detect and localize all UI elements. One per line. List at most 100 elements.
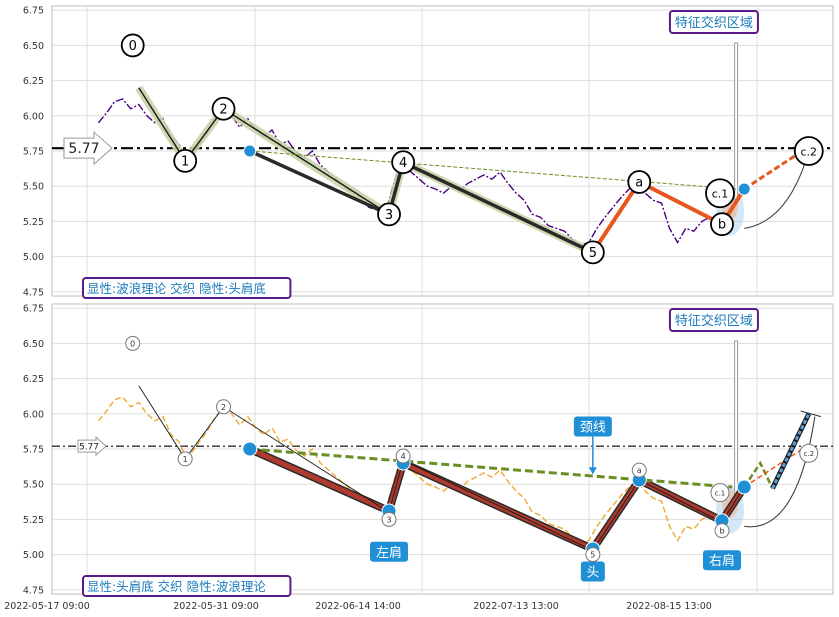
pivot-dot [242, 441, 258, 457]
wave-label: a [637, 466, 642, 475]
wave-label: 3 [385, 208, 393, 223]
pivot-dot [736, 479, 752, 495]
wave-label: 1 [181, 154, 189, 169]
reference-label: 5.77 [79, 443, 99, 453]
wave-label: a [635, 175, 643, 190]
wave-marker [125, 335, 141, 351]
x-tick-label: 2022-06-14 14:00 [315, 601, 401, 612]
x-tick-label: 2022-07-13 13:00 [473, 601, 559, 612]
y-tick-label: 5.75 [23, 445, 44, 456]
wave-marker [585, 547, 601, 563]
forecast-arc [744, 416, 816, 528]
wave-marker [177, 451, 193, 467]
pivot-dot [737, 182, 751, 196]
wave-marker [710, 483, 730, 503]
y-tick-label: 4.75 [23, 585, 44, 596]
breakout-line [743, 460, 774, 489]
y-tick-label: 5.75 [23, 147, 44, 158]
wave-label: b [719, 527, 724, 536]
head-label-box [580, 561, 605, 582]
wave-label: c.2 [801, 146, 818, 159]
y-tick-label: 6.25 [23, 374, 44, 385]
wave-marker [216, 399, 232, 415]
wave-label: 5 [590, 551, 595, 560]
reference-label: 5.77 [68, 141, 99, 157]
y-tick-label: 5.00 [23, 550, 44, 561]
left-shoulder-label: 左肩 [376, 545, 402, 561]
wave-label: 2 [221, 403, 226, 412]
wave-label: 0 [130, 339, 135, 348]
wave-label: 2 [219, 102, 227, 117]
wave-label: 5 [589, 246, 597, 261]
wave-marker [391, 150, 416, 175]
neckline-label: 颈线 [580, 420, 606, 435]
neckline-label-box [573, 416, 612, 437]
zone-pointer [734, 42, 739, 201]
y-tick-label: 6.75 [23, 6, 44, 17]
reference-arrow [77, 436, 107, 457]
head-shoulder-line [249, 149, 594, 254]
y-tick-label: 5.50 [23, 480, 44, 491]
wave-label: 1 [183, 455, 188, 464]
wave-marker [627, 170, 652, 194]
x-tick-label: 2022-05-31 09:00 [173, 601, 259, 612]
y-tick-label: 5.25 [23, 515, 44, 526]
wave-marker [173, 148, 198, 173]
caption-box [82, 277, 292, 299]
zone-label: 特征交织区域 [675, 313, 753, 329]
left-shoulder-label-box [370, 541, 409, 562]
panel-caption: 显性:波浪理论 交织 隐性:头肩底 [87, 281, 266, 296]
y-tick-label: 6.00 [23, 409, 44, 420]
panel-caption: 显性:头肩底 交织 隐性:波浪理论 [87, 579, 266, 594]
neckline [249, 447, 733, 489]
wave-marker [710, 212, 734, 237]
wave-label: c.2 [804, 450, 815, 458]
y-tick-label: 6.25 [23, 76, 44, 87]
wave-marker [211, 96, 236, 121]
neckline-pointer-head [588, 467, 597, 475]
pivot-dot [243, 144, 257, 158]
x-tick-label: 2022-05-17 09:00 [4, 601, 90, 612]
y-tick-label: 5.50 [23, 182, 44, 193]
zone-pointer [734, 340, 739, 499]
wave-marker [377, 202, 401, 227]
y-tick-label: 5.00 [23, 252, 44, 263]
wave-abc-line [591, 180, 746, 254]
wave-label: 3 [386, 515, 391, 524]
wave-marker [395, 448, 411, 464]
bottom-panel: 6.75 6.50 6.25 6.00 5.75 5.50 5.25 5.00 4.75 5.77… [23, 303, 834, 597]
target-line [771, 413, 811, 490]
wave-label: b [718, 218, 726, 233]
y-tick-label: 4.75 [23, 287, 44, 298]
zone-label-box [668, 10, 759, 34]
y-tick-label: 6.00 [23, 111, 44, 122]
x-axis: 2022-05-17 09:00 2022-05-31 09:00 2022-06-… [4, 601, 712, 612]
y-tick-label: 6.50 [23, 339, 44, 350]
zone-label: 特征交织区域 [675, 15, 753, 31]
wave-marker [793, 136, 824, 166]
wave-marker [705, 178, 735, 209]
right-shoulder-label-box [703, 550, 742, 571]
wave-marker [631, 462, 647, 478]
top-panel: 6.75 6.50 6.25 6.00 5.75 5.50 5.25 5.00 4.75 5.77… [23, 5, 834, 299]
wave-label: 0 [129, 39, 137, 54]
x-tick-label: 2022-08-15 13:00 [626, 601, 712, 612]
wave-label: 4 [401, 452, 406, 461]
caption-box [82, 575, 292, 597]
y-tick-label: 6.75 [23, 304, 44, 315]
wave-marker [381, 511, 397, 527]
y-tick-label: 5.25 [23, 217, 44, 228]
head-label: 头 [586, 565, 599, 580]
wave-label: c.1 [715, 490, 726, 498]
wave-marker [714, 523, 730, 539]
reference-arrow [63, 131, 113, 166]
wave-marker [799, 443, 819, 463]
wave-marker [120, 33, 145, 58]
forecast-line [743, 444, 810, 488]
wave-marker [580, 240, 605, 265]
right-shoulder-label: 右肩 [709, 553, 735, 569]
wave-label: c.1 [712, 188, 729, 201]
zone-label-box [668, 308, 759, 332]
neckline [249, 150, 737, 190]
